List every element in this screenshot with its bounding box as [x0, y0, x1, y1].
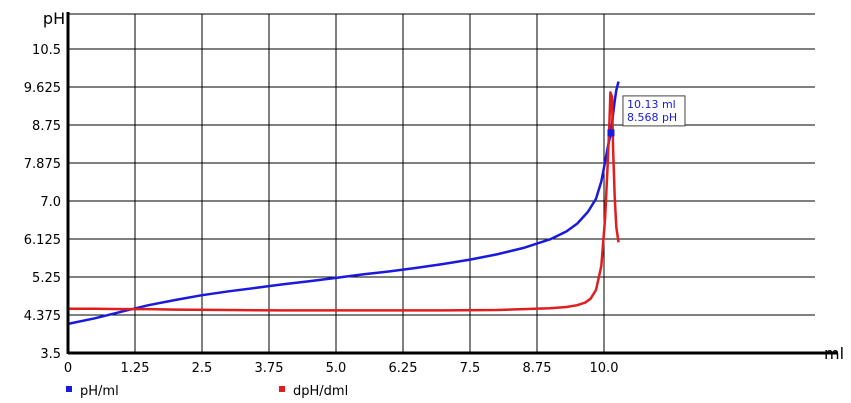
x-tick-label: 10.0	[590, 361, 619, 376]
y-tick-label: 3.5	[40, 347, 61, 362]
readout-box	[622, 95, 686, 127]
series-line-ph	[67, 81, 620, 326]
y-tick-label: 7.0	[40, 195, 61, 210]
y-tick-label: 10.5	[32, 43, 61, 58]
series-layer	[67, 81, 620, 326]
tick-labels: 0 1.25 2.5 3.75 5.0 6.25 7.5 8.75 10.0 3.5 4.375 5.…	[24, 43, 619, 376]
readout-ph: 8.568 pH	[627, 111, 677, 124]
y-axis-title: pH	[43, 9, 65, 28]
grid-lines	[68, 13, 815, 353]
series-line-dph	[68, 91, 620, 312]
x-tick-label: 2.5	[192, 361, 213, 376]
legend-swatch-dph	[279, 386, 285, 392]
x-tick-label: 8.75	[523, 361, 552, 376]
x-tick-label: 7.5	[460, 361, 481, 376]
x-tick-label: 3.75	[255, 361, 284, 376]
x-axis-title: ml	[824, 344, 844, 363]
y-tick-label: 6.125	[24, 233, 61, 248]
x-tick-label: 1.25	[121, 361, 150, 376]
legend: pH/ml dpH/dml	[66, 384, 348, 399]
y-tick-label: 5.25	[32, 271, 61, 286]
x-tick-label: 5.0	[326, 361, 347, 376]
y-tick-label: 9.625	[24, 81, 61, 96]
legend-swatch-ph	[66, 386, 72, 392]
readout-annotation: 10.13 ml 8.568 pH	[607, 95, 686, 137]
readout-marker	[607, 129, 615, 137]
x-tick-label: 6.25	[389, 361, 418, 376]
y-tick-label: 8.75	[32, 119, 61, 134]
y-tick-label: 4.375	[24, 309, 61, 324]
y-tick-label: 7.875	[24, 157, 61, 172]
legend-label-ph: pH/ml	[80, 384, 119, 399]
axes	[66, 12, 838, 355]
x-tick-label: 0	[64, 361, 72, 376]
readout-volume: 10.13 ml	[627, 98, 676, 111]
legend-label-dph: dpH/dml	[293, 384, 348, 399]
